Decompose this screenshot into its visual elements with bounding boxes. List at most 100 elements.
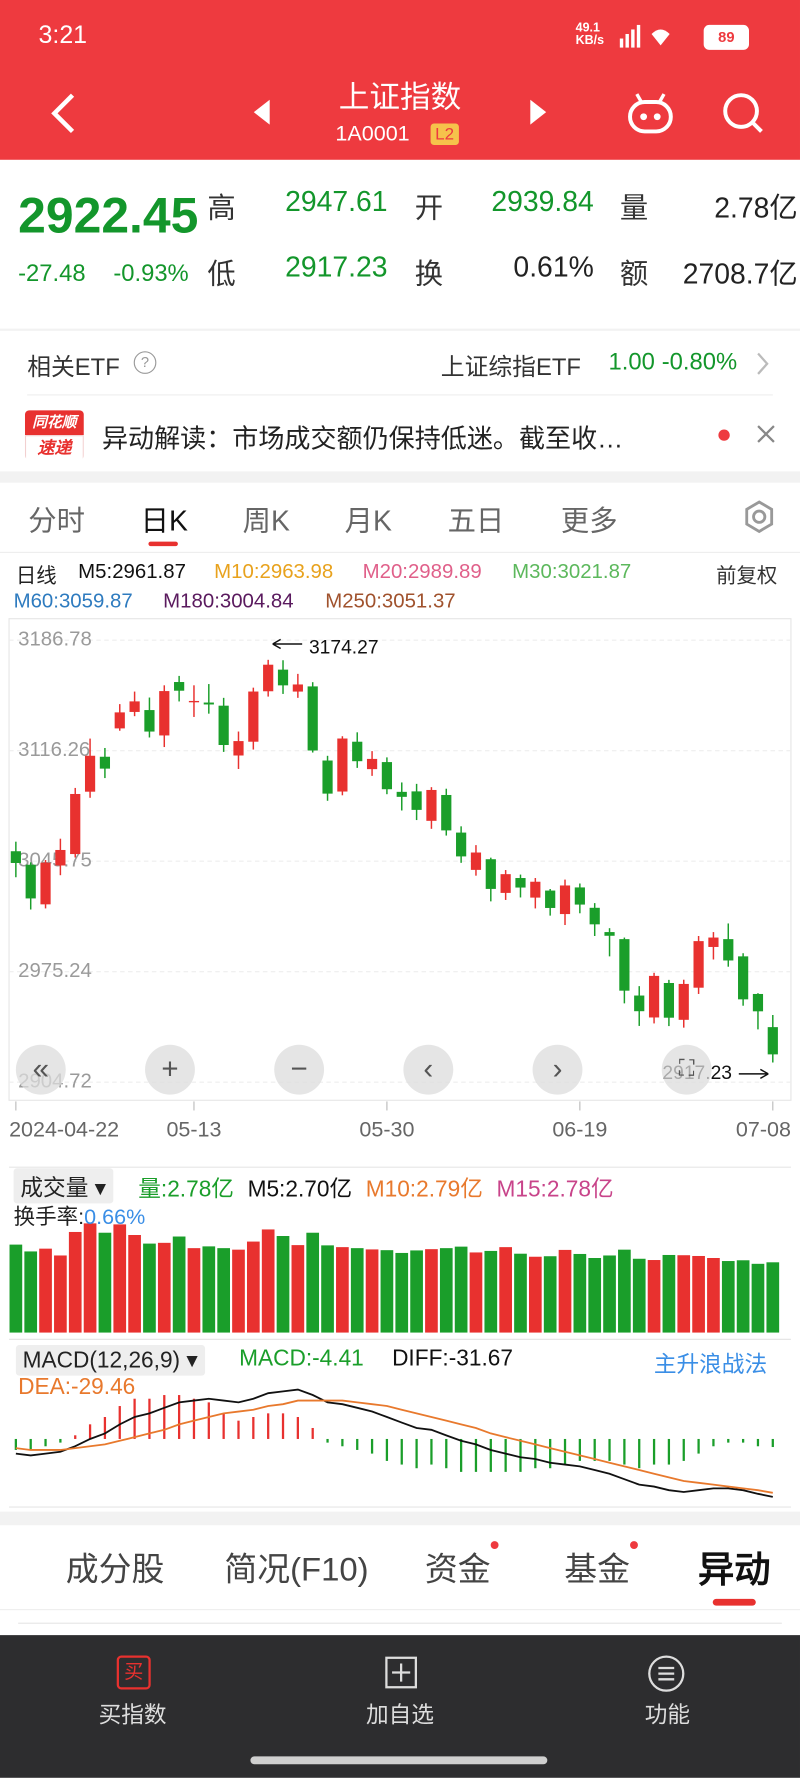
- help-icon[interactable]: ?: [133, 351, 157, 374]
- zoom-start-button[interactable]: «: [15, 1044, 66, 1095]
- macd-indicator-select[interactable]: MACD(12,26,9) ▾: [15, 1345, 205, 1376]
- scroll-right-button[interactable]: ›: [532, 1044, 583, 1095]
- macd-bar: [296, 1417, 299, 1439]
- volume-bar: [662, 1254, 676, 1333]
- macd-bar: [534, 1438, 537, 1469]
- turnover-label: 换手率:: [13, 1205, 85, 1230]
- candle-body: [218, 705, 229, 746]
- volume-bar: [677, 1255, 691, 1333]
- news-text[interactable]: 异动解读：市场成交额仍保持低迷。截至收…: [101, 423, 624, 454]
- macd-bar: [519, 1438, 522, 1472]
- macd-bar: [682, 1438, 685, 1461]
- field-value: 2708.7亿: [682, 258, 798, 291]
- macd-title: MACD(12,26,9): [22, 1348, 181, 1374]
- volume-bar: [751, 1263, 765, 1333]
- period-tab[interactable]: 周K: [242, 505, 290, 538]
- volume-bar: [143, 1243, 156, 1333]
- etf-change: -0.80%: [661, 349, 738, 376]
- zoom-in-button[interactable]: +: [145, 1044, 195, 1095]
- settings-button[interactable]: [741, 499, 777, 535]
- field-label: 开: [414, 192, 444, 225]
- volume-bar: [291, 1245, 305, 1333]
- volume-bar: [24, 1251, 38, 1333]
- candle-body: [396, 791, 407, 797]
- candle-body: [515, 878, 526, 888]
- divider: [0, 328, 800, 331]
- y-tick-label: 3116.26: [18, 739, 90, 761]
- period-tab[interactable]: 月K: [344, 505, 392, 538]
- macd-bar: [207, 1402, 210, 1439]
- candle-body: [456, 832, 467, 857]
- bottom-tab[interactable]: 资金: [424, 1552, 491, 1589]
- macd-bar: [741, 1438, 745, 1443]
- volume-legend-item: M15:2.78亿: [496, 1177, 614, 1203]
- close-news[interactable]: [756, 424, 776, 444]
- zoom-out-button[interactable]: −: [274, 1044, 325, 1095]
- volume-bar: [232, 1249, 245, 1333]
- volume-bar: [410, 1250, 423, 1333]
- candle-body: [307, 686, 318, 751]
- y-tick-label: 2975.24: [18, 960, 92, 982]
- volume-bar: [454, 1246, 468, 1333]
- macd-bar: [608, 1438, 611, 1461]
- candle-body: [767, 1027, 778, 1055]
- y-tick-label: 3045.75: [18, 850, 92, 872]
- candle-body: [648, 975, 660, 1018]
- field-label: 换: [414, 258, 444, 291]
- macd-bar: [177, 1395, 181, 1439]
- next-index[interactable]: [528, 97, 551, 126]
- period-tab[interactable]: 分时: [28, 505, 85, 538]
- active-tab-indicator: [148, 541, 178, 547]
- volume-bar: [157, 1242, 171, 1333]
- candle-body: [203, 702, 214, 705]
- macd-bar: [281, 1413, 285, 1439]
- candle-body: [322, 760, 333, 794]
- volume-bar: [68, 1231, 82, 1333]
- ma-item: M180:3004.84: [163, 589, 294, 612]
- ma-period: 日线: [15, 564, 57, 587]
- nav-functions[interactable]: 功能: [644, 1703, 691, 1729]
- macd-bar: [222, 1413, 225, 1439]
- etf-name[interactable]: 上证综指ETF: [440, 354, 581, 381]
- field-value: 0.61%: [513, 251, 594, 284]
- robot-button[interactable]: [625, 91, 675, 136]
- period-tab[interactable]: 日K: [140, 505, 188, 538]
- scroll-left-button[interactable]: ‹: [403, 1044, 454, 1095]
- badge-bottom: 速递: [24, 435, 84, 461]
- volume-indicator-select[interactable]: 成交量 ▾: [13, 1168, 113, 1204]
- add-icon: [385, 1656, 417, 1689]
- candle-body: [40, 862, 51, 905]
- volume-bar: [647, 1260, 661, 1333]
- bottom-tab[interactable]: 成分股: [65, 1552, 165, 1589]
- volume-bar: [261, 1229, 275, 1333]
- strategy-link[interactable]: 主升浪战法: [653, 1352, 768, 1378]
- etf-price: 1.00: [608, 349, 655, 376]
- back-button[interactable]: [45, 91, 79, 136]
- field-label: 低: [207, 258, 236, 291]
- x-tick-label: 07-08: [736, 1118, 791, 1142]
- turnover-value: 0.66%: [84, 1205, 146, 1230]
- bottom-tab[interactable]: 简况(F10): [224, 1552, 369, 1589]
- adjust-mode[interactable]: 前复权: [716, 564, 778, 587]
- table-peek: [18, 1622, 782, 1638]
- nav-watchlist[interactable]: 加自选: [366, 1703, 434, 1729]
- low-arrow: [738, 1068, 769, 1080]
- search-button[interactable]: [721, 91, 766, 136]
- candle-body: [381, 762, 393, 790]
- bottom-tab[interactable]: 基金: [564, 1552, 631, 1589]
- period-tab[interactable]: 更多: [560, 505, 618, 538]
- candle-body: [441, 794, 452, 831]
- bottom-tab-active[interactable]: 异动: [698, 1549, 771, 1590]
- period-tab[interactable]: 五日: [447, 505, 505, 538]
- fullscreen-button[interactable]: ⛶: [661, 1044, 712, 1095]
- diff-line: [15, 1388, 773, 1498]
- volume-bar: [528, 1256, 542, 1333]
- candle-body: [337, 738, 348, 792]
- nav-buy[interactable]: 买指数: [98, 1703, 167, 1729]
- prev-index[interactable]: [252, 97, 275, 126]
- high-label: 3174.27: [309, 638, 379, 659]
- volume-bar: [217, 1248, 230, 1333]
- candle-body: [263, 664, 274, 692]
- unread-dot: [718, 429, 730, 441]
